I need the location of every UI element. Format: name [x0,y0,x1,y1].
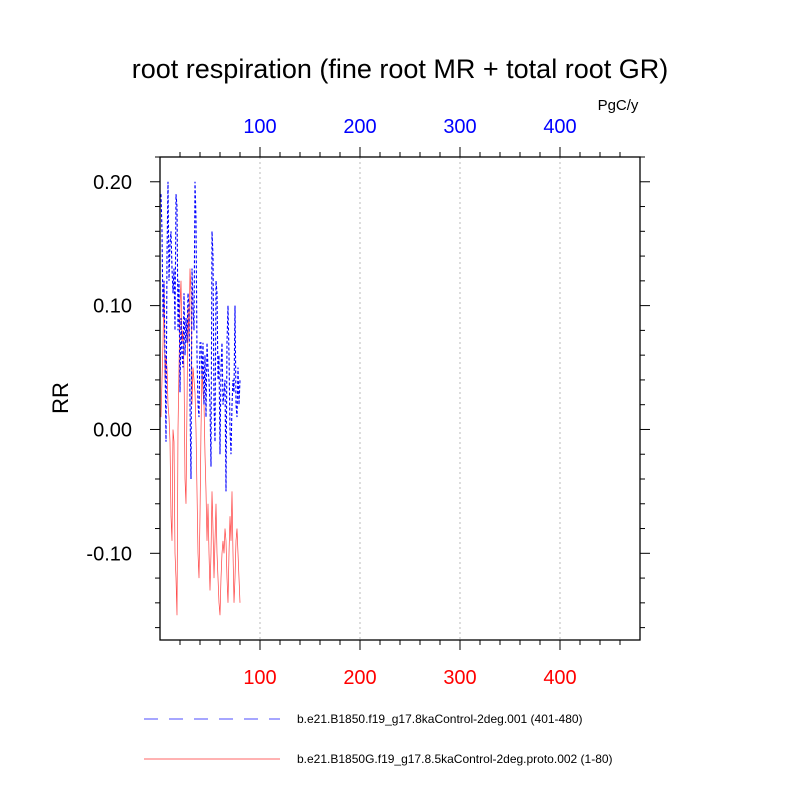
tick-labels: 100 100 200 200 300 300 400 400 0.20 0.10 0.00 -0.1… [86,116,576,689]
y-tick-label-0: 0.20 [93,172,132,194]
top-axis-unit: PgC/y [598,97,639,114]
y-tick-label-1: 0.10 [93,296,132,318]
x-top-tick-label-1: 200 [343,116,376,138]
legend-label-blue: b.e21.B1850.f19_g17.8kaControl-2deg.001 … [297,712,583,726]
axis-ticks [150,147,650,650]
series-line-0 [160,181,241,492]
x-top-tick-label-2: 300 [443,116,476,138]
x-bottom-tick-label-3: 400 [543,667,576,689]
x-bottom-tick-label-0: 100 [243,667,276,689]
y-axis-label: RR [48,382,73,414]
x-top-tick-label-3: 400 [543,116,576,138]
x-bottom-tick-label-1: 200 [343,667,376,689]
legend: b.e21.B1850.f19_g17.8kaControl-2deg.001 … [144,712,613,766]
series-line-1 [160,268,241,616]
grid-lines [259,157,561,640]
x-top-tick-label-0: 100 [243,116,276,138]
x-bottom-tick-label-2: 300 [443,667,476,689]
y-tick-label-2: 0.00 [93,419,132,441]
legend-label-red: b.e21.B1850G.f19_g17.8.5kaControl-2deg.p… [297,752,613,766]
y-tick-label-3: -0.10 [86,543,132,565]
chart-title: root respiration (fine root MR + total r… [132,54,668,84]
series-layer [160,181,241,616]
